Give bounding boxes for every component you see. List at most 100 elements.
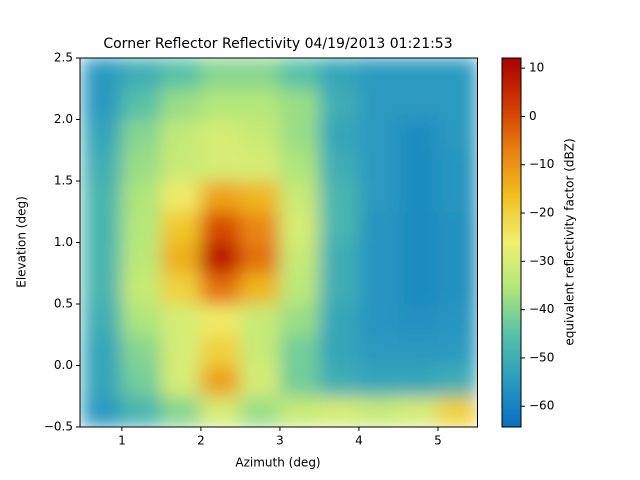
x-tick-label: 1 [118,434,126,448]
heat-cell [200,119,241,151]
y-axis-label: Elevation (deg) [15,196,29,288]
heat-cell [121,149,162,182]
y-tick-label: 0.5 [54,297,73,311]
heat-cell [81,88,123,120]
heat-cell [121,180,162,213]
heat-cell [397,211,439,243]
heat-cell [358,334,399,366]
heat-cell [239,242,281,274]
heat-cell [81,119,123,151]
heat-cell [81,180,123,213]
x-tick-label: 3 [276,434,284,448]
heat-cell [437,149,478,182]
heat-cell [397,272,439,305]
heat-cell [397,149,439,182]
heat-cell [318,149,360,182]
heat-cell [437,211,478,243]
y-tick-label: −0.5 [44,420,73,434]
heat-cell [318,58,360,90]
heat-cell [239,303,281,336]
colorbar-tick-label: 0 [529,109,537,123]
heat-cell [121,303,162,336]
y-tick-label: 1.0 [54,235,73,249]
heat-cell [318,272,360,305]
heat-cell [239,149,281,182]
heat-cell [121,365,162,397]
heat-cell [279,272,320,305]
heat-cell [81,149,123,182]
heat-cell [358,272,399,305]
colorbar-label: equivalent reflectivity factor (dBZ) [563,138,577,345]
heat-cell [160,180,202,213]
heat-cell [121,334,162,366]
heat-cell [279,211,320,243]
x-axis-label: Azimuth (deg) [235,456,320,470]
heat-cell [239,334,281,366]
heat-cell [437,365,478,397]
heat-cell [358,149,399,182]
heat-cell [200,180,241,213]
heat-cell [279,58,320,90]
heat-cell [397,88,439,120]
heat-cell [279,119,320,151]
heat-cell [200,303,241,336]
heat-cell [239,395,281,427]
heat-cell [239,119,281,151]
heat-cell [160,303,202,336]
heat-cell [358,180,399,213]
heat-cell [437,58,478,90]
heat-cell [200,272,241,305]
heat-cell [397,242,439,274]
heat-cell [318,334,360,366]
heat-cell [397,365,439,397]
heat-cell [437,395,478,427]
colorbar-tick-label: −50 [529,350,554,364]
heat-cell [318,119,360,151]
heat-cell [437,272,478,305]
heat-cell [239,58,281,90]
heat-cell [160,365,202,397]
heat-cell [81,395,123,427]
heat-cell [358,303,399,336]
heat-cell [397,180,439,213]
heat-cell [160,395,202,427]
heat-cell [121,211,162,243]
colorbar [501,57,522,428]
heat-cell [121,272,162,305]
heat-cell [160,211,202,243]
y-tick-label: 1.5 [54,174,73,188]
heat-cell [81,242,123,274]
heat-cell [200,211,241,243]
colorbar-tick-label: −40 [529,302,554,316]
colorbar-tick-label: −10 [529,157,554,171]
heat-cell [397,58,439,90]
heat-cell [239,88,281,120]
heat-cell [437,180,478,213]
heat-cell [358,365,399,397]
heat-cell [397,119,439,151]
heat-cell [397,395,439,427]
heat-cell [239,180,281,213]
heat-cell [160,119,202,151]
heat-cell [279,149,320,182]
heat-cell [200,149,241,182]
heat-cell [358,58,399,90]
heat-cell [358,119,399,151]
heat-cell [160,149,202,182]
heat-cell [318,180,360,213]
heat-cell [239,272,281,305]
heat-cell [318,395,360,427]
heat-cell [200,58,241,90]
heat-cell [121,242,162,274]
heat-cell [81,303,123,336]
heat-cell [81,211,123,243]
heat-cell [160,58,202,90]
colorbar-tick-label: −20 [529,206,554,220]
heat-cell [239,211,281,243]
heat-cell [81,365,123,397]
heat-cell [279,303,320,336]
heat-cell [279,88,320,120]
colorbar-tick-label: −30 [529,254,554,268]
heat-cell [200,88,241,120]
